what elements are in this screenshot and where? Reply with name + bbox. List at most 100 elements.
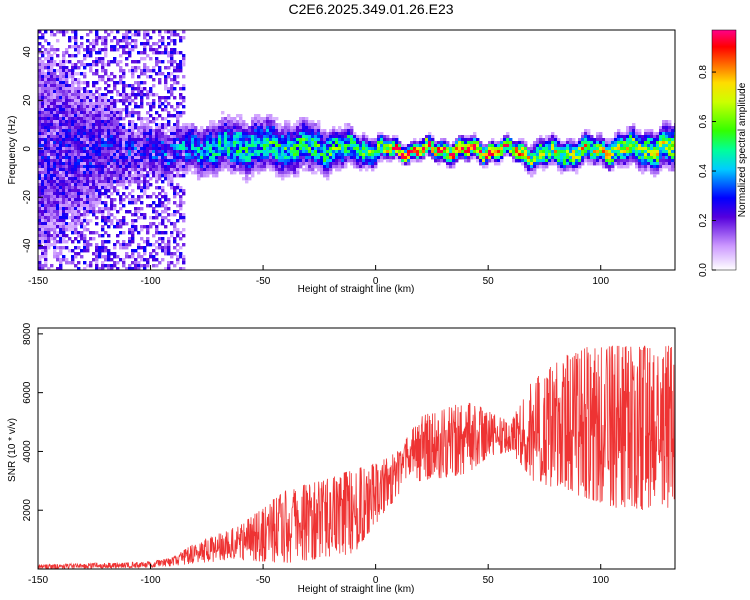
heat-cell — [47, 159, 51, 163]
heat-cell — [347, 147, 351, 151]
heat-cell — [122, 198, 126, 202]
heat-cell — [584, 132, 588, 136]
heat-cell — [98, 153, 102, 157]
heat-cell — [290, 156, 294, 160]
heat-cell — [80, 111, 84, 115]
heat-cell — [83, 234, 87, 238]
heat-cell — [158, 45, 162, 49]
heat-cell — [299, 159, 303, 163]
heat-cell — [104, 264, 108, 268]
heat-cell — [167, 147, 171, 151]
heat-cell — [227, 132, 231, 136]
heat-cell — [77, 174, 81, 178]
heat-cell — [47, 51, 51, 55]
heat-cell — [140, 213, 144, 217]
heat-cell — [86, 99, 90, 103]
heat-cell — [626, 156, 630, 160]
heat-cell — [557, 168, 561, 172]
heat-cell — [38, 135, 42, 139]
heat-cell — [140, 96, 144, 100]
heat-cell — [260, 150, 264, 154]
heat-cell — [143, 93, 147, 97]
heat-cell — [272, 138, 276, 142]
heat-cell — [56, 90, 60, 94]
heat-cell — [116, 132, 120, 136]
heat-cell — [371, 156, 375, 160]
heat-cell — [329, 132, 333, 136]
heat-cell — [581, 153, 585, 157]
heat-cell — [86, 246, 90, 250]
heat-cell — [197, 153, 201, 157]
heat-cell — [74, 63, 78, 67]
heat-cell — [44, 192, 48, 196]
heat-cell — [62, 201, 66, 205]
heat-cell — [98, 198, 102, 202]
heat-cell — [86, 186, 90, 190]
heat-cell — [56, 63, 60, 67]
heat-cell — [581, 135, 585, 139]
heat-cell — [158, 213, 162, 217]
heat-cell — [611, 159, 615, 163]
heat-cell — [92, 93, 96, 97]
heat-cell — [65, 189, 69, 193]
heat-cell — [203, 162, 207, 166]
heat-cell — [284, 147, 288, 151]
heat-cell — [233, 132, 237, 136]
heat-cell — [86, 48, 90, 52]
heat-cell — [59, 117, 63, 121]
heat-cell — [281, 177, 285, 181]
heat-cell — [62, 63, 66, 67]
heat-cell — [104, 39, 108, 43]
heat-cell — [38, 114, 42, 118]
heat-cell — [119, 93, 123, 97]
heat-cell — [116, 189, 120, 193]
heat-cell — [485, 153, 489, 157]
heat-cell — [176, 156, 180, 160]
heat-cell — [167, 159, 171, 163]
heat-cell — [245, 162, 249, 166]
heat-cell — [380, 150, 384, 154]
heat-cell — [293, 150, 297, 154]
heat-cell — [143, 180, 147, 184]
heat-cell — [584, 147, 588, 151]
heat-cell — [347, 132, 351, 136]
heat-cell — [155, 159, 159, 163]
heat-cell — [59, 93, 63, 97]
heat-cell — [68, 126, 72, 130]
heat-cell — [56, 165, 60, 169]
heat-cell — [38, 72, 42, 76]
heat-cell — [500, 144, 504, 148]
heat-cell — [413, 159, 417, 163]
heat-cell — [110, 147, 114, 151]
heat-cell — [77, 189, 81, 193]
heat-cell — [632, 135, 636, 139]
heat-cell — [656, 162, 660, 166]
heat-cell — [410, 144, 414, 148]
heat-cell — [62, 129, 66, 133]
heat-cell — [299, 126, 303, 130]
heat-cell — [62, 162, 66, 166]
heat-cell — [431, 147, 435, 151]
heat-cell — [86, 177, 90, 181]
heat-cell — [41, 156, 45, 160]
heat-cell — [440, 144, 444, 148]
heat-cell — [83, 243, 87, 247]
heat-cell — [302, 138, 306, 142]
heat-cell — [665, 135, 669, 139]
heat-cell — [47, 141, 51, 145]
heat-cell — [485, 159, 489, 163]
heat-cell — [38, 75, 42, 79]
heat-cell — [371, 159, 375, 163]
heat-cell — [614, 135, 618, 139]
heat-cell — [164, 174, 168, 178]
heat-cell — [419, 159, 423, 163]
heat-cell — [185, 129, 189, 133]
heat-cell — [404, 147, 408, 151]
heat-cell — [59, 240, 63, 244]
heat-cell — [98, 36, 102, 40]
heat-cell — [86, 243, 90, 247]
heat-cell — [632, 153, 636, 157]
heat-cell — [539, 150, 543, 154]
heat-cell — [665, 165, 669, 169]
